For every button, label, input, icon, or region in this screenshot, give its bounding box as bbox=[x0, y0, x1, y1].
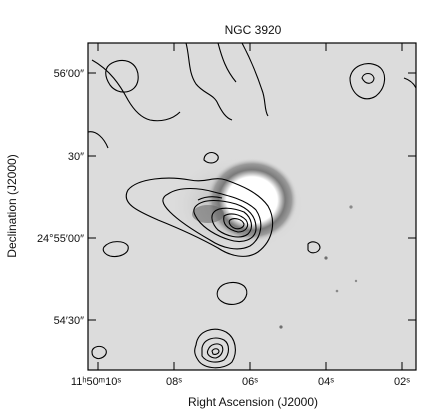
figure-title: NGC 3920 bbox=[225, 23, 282, 37]
x-axis-label: Right Ascension (J2000) bbox=[188, 395, 318, 409]
contour-right-small bbox=[307, 241, 321, 254]
contour-bottom-left-loop bbox=[91, 345, 107, 360]
contour-level-1 bbox=[125, 177, 274, 257]
point-source bbox=[324, 256, 328, 260]
y-tick-label: 56′00″ bbox=[54, 68, 85, 80]
point-source bbox=[354, 279, 358, 283]
contour-bottom-outer bbox=[194, 328, 236, 369]
contour-top-right-inner bbox=[361, 72, 375, 84]
contour-bottom-core bbox=[211, 348, 220, 355]
point-source bbox=[349, 205, 353, 209]
point-source bbox=[279, 325, 283, 329]
y-tick-label: 24°55′00″ bbox=[37, 233, 84, 245]
contour-small-blob bbox=[203, 151, 219, 164]
contour-ridge bbox=[197, 196, 223, 201]
contour-left-ellipse bbox=[102, 241, 129, 258]
y-tick-label: 54′30″ bbox=[54, 315, 85, 327]
plot-frame bbox=[87, 42, 417, 371]
x-tick-label: 06ˢ bbox=[242, 376, 258, 388]
contour-top-right-loop bbox=[349, 63, 386, 100]
contour-top-stream-b bbox=[217, 43, 237, 83]
x-tick-label: 08ˢ bbox=[166, 376, 182, 388]
y-tick-label: 30″ bbox=[68, 151, 84, 163]
plot-area bbox=[88, 43, 416, 370]
point-source bbox=[335, 289, 339, 293]
y-axis-label: Declination (J2000) bbox=[5, 154, 19, 257]
contour-bottom-inner bbox=[206, 343, 224, 359]
contour-top-stream-c bbox=[241, 43, 269, 117]
x-tick-label: 11ʰ50ᵐ10ˢ bbox=[71, 376, 121, 388]
contour-level-4 bbox=[211, 207, 253, 238]
x-tick-label: 04ˢ bbox=[318, 376, 334, 388]
contour-lower-blob bbox=[216, 281, 248, 305]
galaxy-shadow-west bbox=[192, 205, 224, 223]
contour-left-edge bbox=[88, 131, 109, 149]
galaxy-optical-emission bbox=[206, 158, 298, 242]
contour-bottom-mid bbox=[201, 337, 230, 363]
contour-level-2 bbox=[162, 187, 262, 250]
contour-level-5 bbox=[223, 213, 249, 233]
x-tick-label: 02ˢ bbox=[394, 376, 410, 388]
contour-top-left-arc bbox=[91, 59, 181, 122]
contour-upper-left-loop bbox=[105, 59, 139, 93]
contour-top-stream-a bbox=[185, 43, 233, 121]
radio-contours bbox=[88, 43, 416, 369]
contour-level-3 bbox=[193, 199, 257, 243]
tick-marks bbox=[88, 43, 416, 370]
contour-level-6 bbox=[228, 218, 245, 230]
